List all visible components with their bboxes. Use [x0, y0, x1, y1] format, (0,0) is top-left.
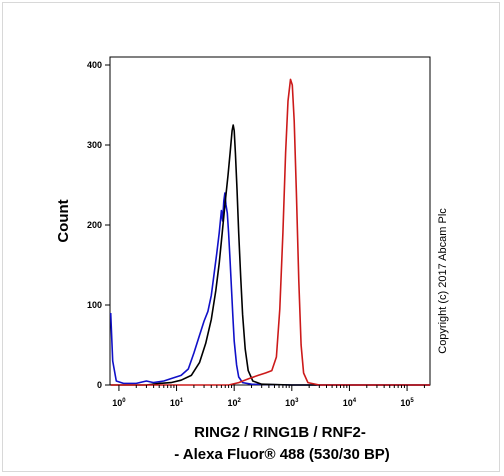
x-tick-label: 105: [400, 398, 414, 408]
chart-frame: [2, 2, 500, 472]
x-tick-exponent: 5: [410, 398, 414, 404]
x-tick-exponent: 2: [238, 398, 242, 404]
x-tick-base: 10: [343, 398, 353, 408]
x-tick-label: 101: [170, 398, 184, 408]
x-tick-label: 103: [285, 398, 299, 408]
histogram-series-2: [110, 124, 430, 386]
y-tick-label: 0: [97, 380, 102, 390]
y-axis-label: Count: [55, 199, 72, 242]
histogram-series-1: [109, 192, 430, 386]
x-tick-exponent: 0: [122, 398, 126, 404]
x-tick-base: 10: [228, 398, 238, 408]
histogram-series-3: [110, 78, 430, 386]
plot-border: [109, 56, 431, 386]
y-tick-label: 100: [87, 300, 102, 310]
x-tick-exponent: 1: [180, 398, 184, 404]
x-tick-base: 10: [400, 398, 410, 408]
y-axis-ticks: 0 100 200 300 400: [87, 60, 110, 390]
series-layer: [109, 78, 430, 386]
copyright-annotation: Copyright (c) 2017 Abcam Plc: [437, 208, 449, 354]
y-tick-label: 300: [87, 140, 102, 150]
x-axis-ticks: 100 101 102 103 104 105: [112, 385, 425, 408]
y-tick-label: 400: [87, 60, 102, 70]
x-tick-base: 10: [112, 398, 122, 408]
plot-area: [109, 56, 431, 386]
x-tick-label: 104: [343, 398, 357, 408]
x-axis-label-line-2: - Alexa Fluor® 488 (530/30 BP): [174, 446, 390, 463]
x-tick-base: 10: [285, 398, 295, 408]
x-tick-label: 100: [112, 398, 126, 408]
x-tick-exponent: 3: [295, 398, 299, 404]
x-tick-label: 102: [228, 398, 242, 408]
x-tick-exponent: 4: [353, 398, 357, 404]
x-tick-base: 10: [170, 398, 180, 408]
y-tick-label: 200: [87, 220, 102, 230]
x-axis-label-line-1: RING2 / RING1B / RNF2-: [194, 424, 366, 441]
